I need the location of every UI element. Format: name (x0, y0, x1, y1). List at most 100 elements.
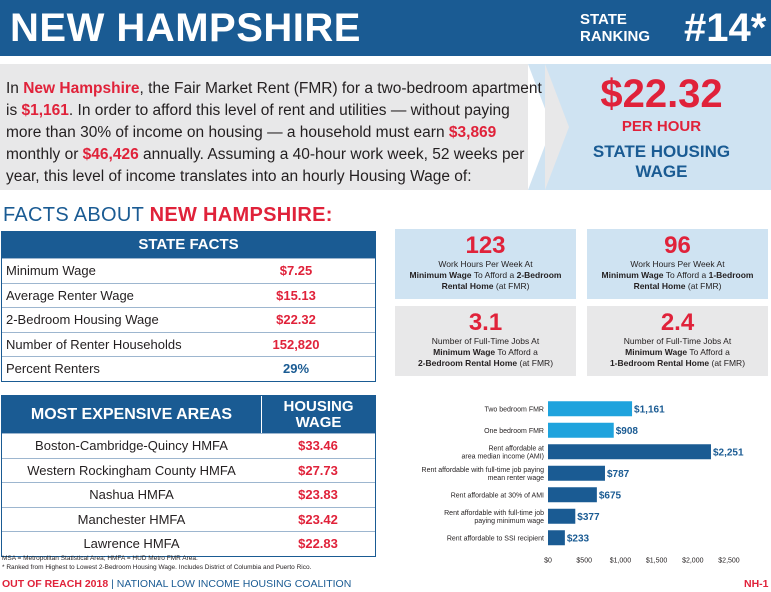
intro-text-1: In (6, 80, 24, 97)
footer-report-name: OUT OF REACH 2018 (2, 578, 109, 590)
bar (548, 422, 614, 438)
area-wage: $23.42 (298, 511, 338, 527)
bar-value-label: $675 (599, 490, 622, 501)
fact-label: Minimum Wage (6, 263, 96, 279)
fact-value: $22.32 (276, 312, 316, 328)
stat-description-line3: 2-Bedroom Rental Home (at FMR) (395, 358, 576, 369)
facts-heading: FACTS ABOUT NEW HAMPSHIRE: (3, 203, 333, 227)
stat-description-line2: Minimum Wage To Afford a 1-Bedroom (587, 270, 768, 281)
bar-value-label: $1,161 (634, 404, 665, 415)
bar (548, 444, 711, 460)
ranking-label-line1: STATE (580, 11, 627, 28)
intro-text-3: . In order to afford this level of rent … (6, 102, 510, 141)
stat-description-line1: Number of Full-Time Jobs At (431, 336, 540, 346)
fact-label: 2-Bedroom Housing Wage (6, 312, 159, 328)
footer-source: OUT OF REACH 2018 | NATIONAL LOW INCOME … (2, 578, 351, 590)
stat-suffix: (at FMR) (685, 281, 722, 291)
stat-description-line3: Rental Home (at FMR) (587, 281, 768, 292)
bar (548, 530, 565, 546)
bar-chart-svg: Two bedroom FMR $1,161 One bedroom FMR $908… (422, 401, 744, 565)
housing-wage-unit: PER HOUR (621, 118, 702, 135)
stat-number: 96 (664, 232, 691, 259)
stat-description-line1: Number of Full-Time Jobs At (623, 336, 732, 346)
area-name: Western Rockingham County HMFA (27, 462, 236, 478)
stat-number: 2.4 (660, 309, 695, 336)
bar-category-label: Rent affordable with full-time job (444, 510, 544, 517)
area-name: Nashua HMFA (89, 487, 174, 503)
expensive-areas-table: MOST EXPENSIVE AREAS HOUSING WAGE Boston… (1, 395, 376, 557)
stat-bold-3: Rental Home (441, 281, 494, 291)
intro-state: New Hampshire (23, 80, 140, 97)
bar-category-label: Two bedroom FMR (484, 406, 544, 413)
bar-value-label: $233 (567, 533, 590, 544)
stat-bold-1: Minimum Wage (625, 347, 688, 357)
stat-description-line1: Work Hours Per Week At (630, 259, 725, 269)
intro-text-4: monthly or (6, 146, 83, 163)
area-name: Boston-Cambridge-Quincy HMFA (35, 438, 228, 454)
stat-bold-3: 2-Bedroom Rental Home (417, 358, 518, 368)
x-tick-label: $2,000 (682, 558, 704, 565)
table-row: Percent Renters 29% (2, 356, 375, 381)
stat-description-line3: Rental Home (at FMR) (395, 281, 576, 292)
area-wage: $23.83 (298, 487, 338, 503)
stat-description-line2: Minimum Wage To Afford a (587, 347, 768, 358)
bar-value-label: $908 (616, 426, 639, 437)
area-wage: $27.73 (298, 462, 338, 478)
x-tick-label: $500 (576, 558, 592, 565)
state-facts-header: STATE FACTS (2, 232, 375, 258)
bar-category-label: Rent affordable at (488, 445, 544, 452)
intro-paragraph: In New Hampshire, the Fair Market Rent (… (6, 78, 546, 188)
stat-description-line3: 1-Bedroom Rental Home (at FMR) (587, 358, 768, 369)
stat-bold-2: 2-Bedroom (516, 270, 562, 280)
stat-bold-1: Minimum Wage (409, 270, 472, 280)
stat-bold-3: Rental Home (633, 281, 686, 291)
table-row: Boston-Cambridge-Quincy HMFA $33.46 (2, 433, 375, 458)
stat-mid: To Afford a (663, 270, 709, 280)
expensive-areas-header: MOST EXPENSIVE AREAS HOUSING WAGE (2, 396, 375, 433)
stat-description-line2: Minimum Wage To Afford a 2-Bedroom (395, 270, 576, 281)
intro-arrow (545, 64, 569, 190)
table-row: 2-Bedroom Housing Wage $22.32 (2, 307, 375, 332)
bar (548, 487, 597, 503)
stat-description-line2: Minimum Wage To Afford a (395, 347, 576, 358)
fact-label: Average Renter Wage (6, 287, 134, 303)
housing-wage-label-line2: WAGE (635, 162, 688, 181)
x-tick-label: $2,500 (718, 558, 740, 565)
stat-suffix: (at FMR) (517, 358, 554, 368)
stat-suffix: (at FMR) (709, 358, 746, 368)
stat-box-jobs-1br: 2.4 Number of Full-Time Jobs At Minimum … (587, 306, 768, 376)
bar-category-label: Rent affordable to SSI recipient (447, 535, 544, 542)
stat-number: 3.1 (468, 309, 503, 336)
table-row: Western Rockingham County HMFA $27.73 (2, 457, 375, 483)
state-title: NEW HAMPSHIRE (10, 6, 361, 50)
stat-suffix: (at FMR) (493, 281, 530, 291)
stat-bold-3: 1-Bedroom Rental Home (609, 358, 710, 368)
area-name: Manchester HMFA (77, 511, 186, 527)
stat-mid: To Afford a (687, 347, 730, 357)
table-row: Minimum Wage $7.25 (2, 258, 375, 283)
bar (548, 465, 605, 481)
footer-organization: | NATIONAL LOW INCOME HOUSING COALITION (108, 578, 352, 590)
bar (548, 508, 576, 524)
housing-wage-header-line2: WAGE (295, 414, 342, 431)
bar-value-label: $787 (607, 469, 630, 480)
bar-category-label: mean renter wage (488, 475, 545, 482)
fact-value: $7.25 (279, 263, 313, 279)
x-tick-label: $0 (544, 558, 552, 565)
fact-value: 29% (282, 361, 310, 377)
x-tick-label: $1,000 (610, 558, 632, 565)
table-row: Average Renter Wage $15.13 (2, 282, 375, 308)
intro-monthly: $3,869 (448, 124, 497, 141)
stat-bold-2: 1-Bedroom (708, 270, 754, 280)
housing-wage-label: STATE HOUSING WAGE (552, 142, 771, 182)
bar-category-label: area median income (AMI) (462, 453, 544, 460)
stat-bold-1: Minimum Wage (433, 347, 496, 357)
stat-bold-1: Minimum Wage (601, 270, 664, 280)
page-number: NH-1 (744, 578, 769, 590)
stat-box-jobs-2br: 3.1 Number of Full-Time Jobs At Minimum … (395, 306, 576, 376)
housing-wage-label-line1: STATE HOUSING (592, 142, 731, 161)
bar-value-label: $2,251 (713, 447, 744, 458)
bar-category-label: paying minimum wage (474, 518, 544, 525)
ranking-value: #14* (684, 6, 767, 50)
stat-box-work-hours-2br: 123 Work Hours Per Week At Minimum Wage … (395, 229, 576, 299)
